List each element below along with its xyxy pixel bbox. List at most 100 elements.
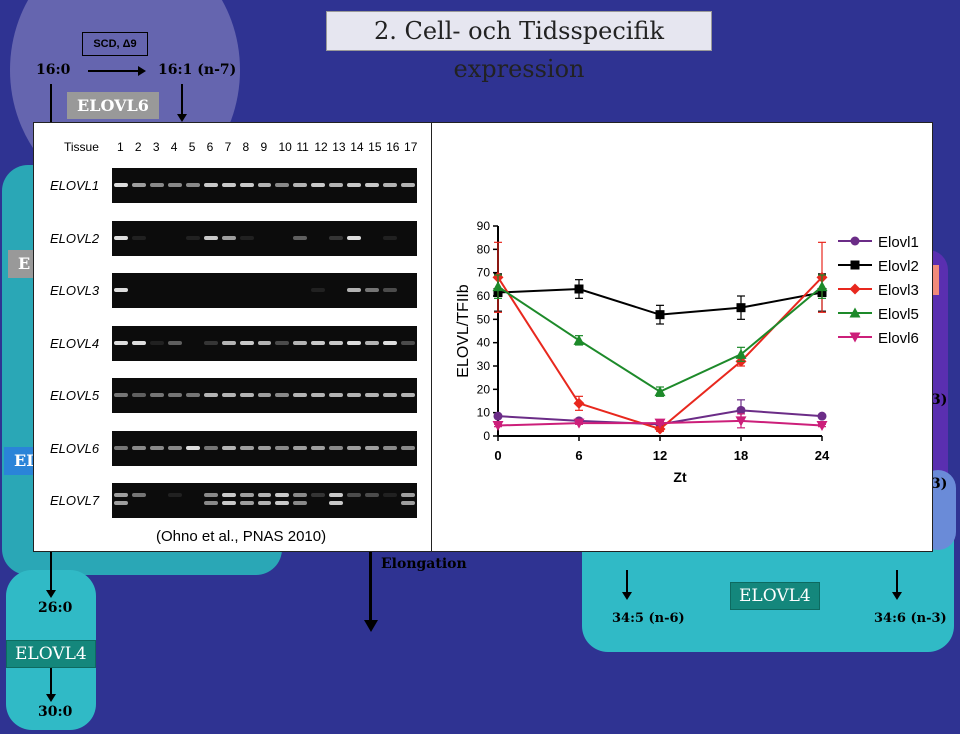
arrow-to-34-6 [892,570,902,600]
data-point [573,418,585,429]
data-point [492,421,504,431]
slide-title: 2. Cell- och Tidsspecifik expression [326,11,712,83]
gel-row [112,168,417,203]
gel-band [239,493,254,497]
arrow-to-26-0 [46,552,56,598]
gel-band [114,493,128,497]
gel-row [112,325,417,361]
gel-band [365,288,380,292]
x-tick-label: 0 [494,448,501,463]
gel-band [365,340,380,345]
gene-label: ELOVL6 [50,440,100,456]
gel-band [293,393,308,397]
gel-band [185,445,200,450]
legend-label: Elovl1 [878,234,919,251]
gel-band [311,183,326,187]
legend-label: Elovl5 [878,306,919,323]
gel-band [347,493,362,497]
partial-label-right-2: 3) [931,476,948,492]
gel-band [185,393,200,397]
gel-band [347,235,362,240]
gene-label: ELOVL5 [50,388,100,403]
elongation-arrow [369,552,372,622]
gel-band [221,445,236,450]
gel-band [221,340,236,345]
tissue-header: Tissue [64,140,99,154]
data-point [492,281,504,292]
gel-band [257,393,272,397]
gel-band [329,393,344,397]
y-tick-label: 50 [477,312,491,326]
gel-band [401,183,415,187]
y-tick-label: 10 [477,406,491,420]
data-point [573,334,585,345]
lane-number: 5 [188,140,196,154]
y-tick-label: 90 [477,219,491,233]
gene-label: ELOVL4 [50,335,100,351]
gel-band [401,340,415,345]
legend-marker [850,236,860,246]
gene-label: ELOVL1 [50,178,100,193]
gel-band [239,501,254,505]
lane-number: 6 [206,140,214,154]
gel-band [221,393,236,397]
gel-band [383,445,398,450]
partial-label-right-1: 3) [931,392,948,408]
gel-band [275,183,290,187]
x-tick-label: 6 [575,448,582,463]
gel-band [347,393,362,397]
gel-band [203,183,218,187]
gel-band [257,445,272,450]
partial-label-left-1: E [8,250,34,278]
gel-band [167,445,182,450]
arrow-16-1-down [177,84,187,122]
gel-band [203,340,218,345]
gel-band [114,235,128,240]
gene-label: ELOVL7 [50,493,100,508]
gel-band [383,493,398,497]
gel-band [383,235,398,240]
gel-band [293,235,308,240]
lane-number: 17 [404,140,418,154]
gel-band [329,183,344,187]
data-point [736,405,746,415]
data-point [816,281,828,292]
arrow-to-30-0 [46,668,56,702]
gel-band [131,235,146,240]
gel-band [275,393,290,397]
lane-number: 15 [368,140,382,154]
legend-label: Elovl3 [878,282,919,299]
gel-band [293,445,308,450]
x-tick-label: 12 [653,448,667,463]
data-point [574,284,584,294]
lane-number: 1 [116,140,124,154]
gel-band [239,393,254,397]
data-point [654,418,666,429]
elovl4-right-label: ELOVL4 [730,582,820,610]
x-tick-label: 18 [734,448,748,463]
lane-number: 10 [278,140,292,154]
gel-band [383,340,398,345]
gel-band [401,493,415,497]
gel-band [401,393,415,397]
data-point [654,386,666,397]
data-point [816,421,828,431]
gel-band [257,340,272,345]
data-point [655,310,665,320]
gel-band [365,183,380,187]
elovl6-label: ELOVL6 [67,92,159,119]
y-tick-label: 70 [477,266,491,280]
gel-band [114,445,128,450]
gel-band [221,235,236,240]
gel-band [203,501,218,505]
gel-band [293,493,308,497]
gel-band [275,493,290,497]
gene-label: ELOVL2 [50,230,100,246]
series-line [497,276,823,431]
gel-band [347,183,362,187]
data-point [817,411,827,421]
gel-band [365,445,380,450]
gel-band [131,340,146,345]
lane-number: 11 [296,140,309,154]
gel-row [112,273,417,308]
